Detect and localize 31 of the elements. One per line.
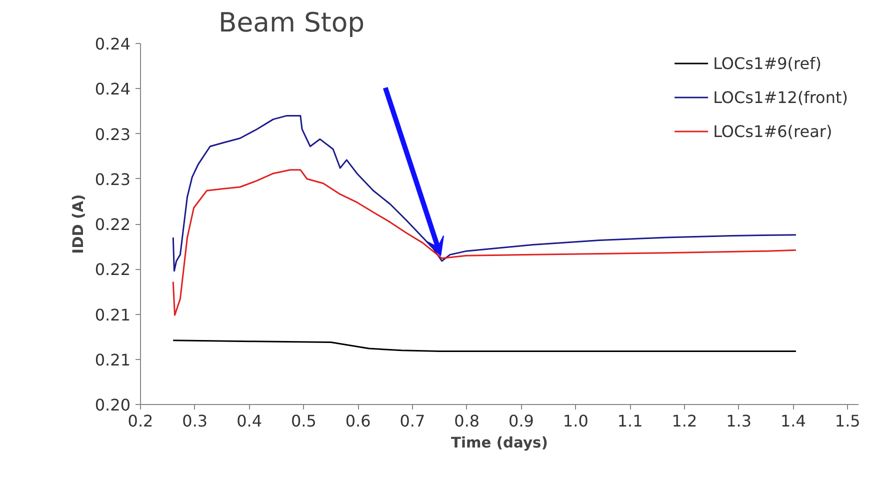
x-tick-label: 0.8 — [454, 412, 480, 430]
y-tick-label: 0.21 — [94, 305, 130, 324]
x-tick-label: 0.4 — [236, 412, 262, 430]
x-tick-label: 0.7 — [400, 412, 426, 430]
x-tick-label: 1.5 — [834, 412, 860, 430]
y-tick-label: 0.22 — [94, 260, 130, 280]
y-tick-label: 0.24 — [94, 80, 130, 99]
line-series — [172, 340, 797, 352]
x-tick-label: 0.5 — [290, 412, 316, 430]
y-tick-label: 0.24 — [94, 34, 130, 54]
legend-label: LOCs1#6(rear) — [713, 122, 832, 140]
x-tick-label: 0.2 — [128, 412, 154, 430]
x-tick-label: 0.9 — [508, 412, 534, 430]
x-tick-label: 1.2 — [672, 412, 698, 430]
text: Beam Stop — [218, 8, 365, 38]
y-tick-label: 0.23 — [94, 124, 130, 144]
y-tick-label: 0.20 — [94, 396, 130, 414]
y-tick-label: 0.23 — [94, 170, 130, 189]
x-tick-label: 1.3 — [726, 412, 752, 430]
x-tick-label: 1.0 — [562, 412, 588, 430]
line-series — [172, 169, 797, 316]
legend-label: LOCs1#12(front) — [713, 88, 848, 106]
x-axis-title: Time (days) — [451, 434, 548, 452]
y-axis-title: IDD (A) — [70, 194, 87, 254]
legend-label: LOCs1#9(ref) — [713, 54, 822, 72]
y-tick-label: 0.22 — [94, 215, 130, 234]
x-tick-label: 0.6 — [345, 412, 371, 430]
x-tick-label: 0.3 — [182, 412, 208, 430]
x-tick-label: 1.4 — [780, 412, 806, 430]
x-tick-label: 1.1 — [617, 412, 643, 430]
y-tick-label: 0.21 — [94, 350, 130, 370]
